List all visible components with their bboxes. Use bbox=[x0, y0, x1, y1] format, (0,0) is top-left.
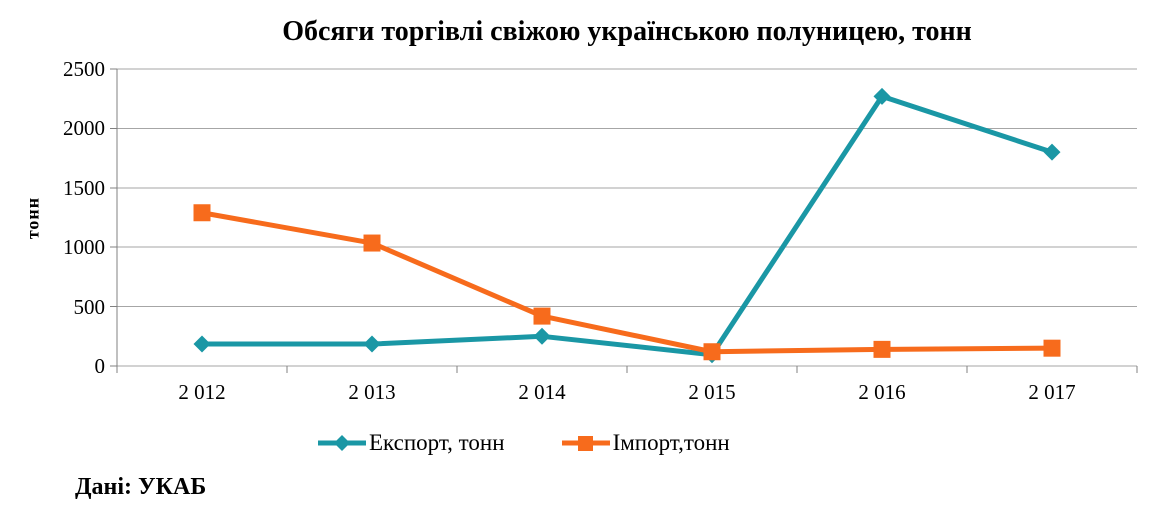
legend-item-export: Експорт, тонн bbox=[317, 428, 505, 458]
x-axis-tick-labels: 2 012 2 013 2 014 2 015 2 016 2 017 bbox=[117, 380, 1137, 405]
legend-item-import: Імпорт,тонн bbox=[561, 428, 730, 458]
import-series-marker-icon bbox=[561, 436, 610, 451]
legend-label-export: Експорт, тонн bbox=[369, 430, 505, 455]
y-tick-label: 2000 bbox=[63, 116, 105, 140]
chart-title: Обсяги торгівлі свіжою українською полун… bbox=[282, 16, 972, 47]
x-tick-label: 2 017 bbox=[1028, 380, 1076, 404]
y-tick-label: 1000 bbox=[63, 235, 105, 259]
x-tick-label: 2 016 bbox=[858, 380, 906, 404]
y-axis-tick-labels: 2500 2000 1500 1000 500 0 bbox=[0, 0, 105, 400]
data-source-note: Дані: УКАБ bbox=[75, 474, 207, 500]
y-tick-label: 500 bbox=[73, 295, 106, 319]
y-tick-label: 2500 bbox=[63, 57, 105, 81]
y-tick-label: 0 bbox=[94, 354, 106, 378]
y-tick-label: 1500 bbox=[63, 176, 105, 200]
legend: Експорт, тонн Імпорт,тонн bbox=[317, 428, 730, 458]
export-series-marker-icon bbox=[318, 435, 366, 451]
x-tick-label: 2 012 bbox=[178, 380, 226, 404]
x-tick-label: 2 015 bbox=[688, 380, 736, 404]
legend-label-import: Імпорт,тонн bbox=[612, 430, 730, 455]
x-tick-label: 2 014 bbox=[518, 380, 566, 404]
x-tick-label: 2 013 bbox=[348, 380, 396, 404]
